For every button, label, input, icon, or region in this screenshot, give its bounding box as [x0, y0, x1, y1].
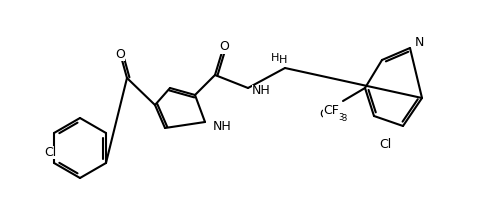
Text: 3: 3 [338, 113, 344, 122]
Text: NH: NH [213, 121, 232, 133]
Text: H: H [271, 53, 279, 63]
Text: Cl: Cl [379, 138, 391, 151]
Text: O: O [115, 48, 125, 60]
Text: H: H [279, 55, 287, 65]
Text: N: N [415, 37, 425, 49]
Text: NH: NH [252, 84, 271, 97]
Text: CF: CF [323, 105, 339, 118]
Text: O: O [219, 41, 229, 54]
Text: Cl: Cl [44, 146, 56, 159]
Text: 3: 3 [341, 114, 346, 123]
Text: CF: CF [319, 108, 335, 121]
